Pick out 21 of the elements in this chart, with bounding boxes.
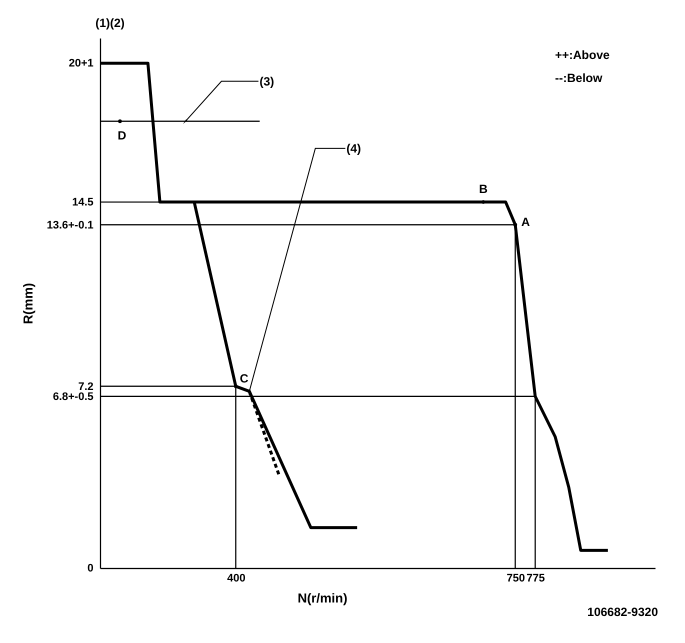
annotation: B [478,182,488,196]
x-tick-label: 400 [227,572,246,584]
annotation: C [240,371,249,386]
annotation: D [118,128,127,142]
y-tick-label: 6.8+-0.5 [52,390,94,403]
y-tick-label: 14.5 [72,196,94,209]
y-tick-label: 7.2 [78,380,94,393]
y-tick-label: 0 [87,562,94,574]
y-tick-label: 20+1 [68,58,94,70]
annotation: A [521,214,530,229]
text: (1)(2) [95,16,125,30]
text: 106682-9320 [587,605,658,619]
annotation: --:Below [555,71,603,85]
x-tick-label: 750 [506,572,525,584]
annotation: (3) [259,74,274,88]
y-tick-label: 13.6+-0.1 [46,219,94,232]
annotation: (4) [346,141,362,156]
x-tick-label: 775 [526,572,545,584]
annotation: ++:Above [555,48,610,62]
x-axis-title: N(r/min) [298,590,348,606]
y-axis-title: R(mm) [20,282,36,324]
